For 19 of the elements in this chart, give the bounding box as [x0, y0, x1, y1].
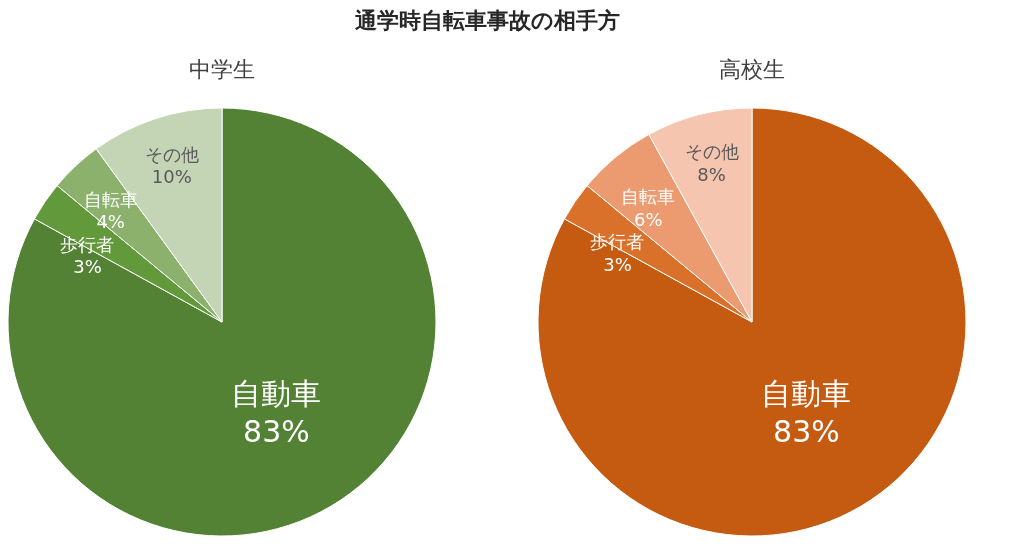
data-label: 83%: [243, 413, 310, 449]
slice-label: 自動車: [231, 376, 322, 412]
data-label: 8%: [697, 163, 726, 185]
slice-label: その他: [144, 144, 199, 166]
chart-subtitle: 中学生: [189, 57, 255, 82]
chart-subtitle: 高校生: [719, 57, 785, 82]
slice-label: その他: [684, 141, 739, 163]
data-label: 4%: [96, 211, 125, 233]
slice-label: 自動車: [761, 376, 852, 412]
data-label: 3%: [73, 256, 102, 278]
data-label: 10%: [151, 166, 192, 188]
data-label: 3%: [603, 253, 632, 275]
pie-slice: [537, 107, 967, 537]
data-label: 6%: [634, 208, 663, 230]
pie-slice: [7, 107, 437, 537]
slice-label: 歩行者: [590, 231, 645, 253]
text: 通学時自転車事故の相手方: [353, 8, 620, 33]
data-label: 83%: [773, 413, 840, 449]
slice-label: 自転車: [621, 186, 676, 208]
